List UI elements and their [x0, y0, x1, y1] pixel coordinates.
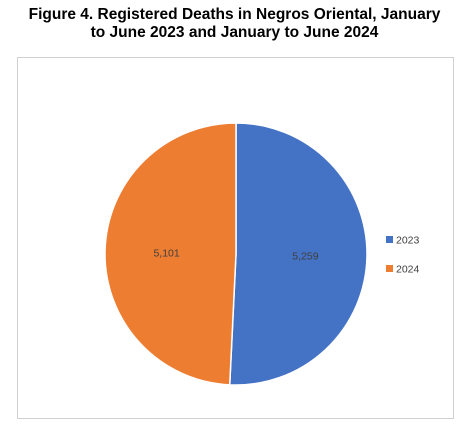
legend-label-2024: 2024 [396, 264, 420, 276]
data-label-2024: 5,101 [153, 247, 179, 259]
chart-title-line-2: to June 2023 and January to June 2024 [90, 24, 379, 41]
pie-slice-2024 [104, 122, 237, 386]
data-label-2023: 5,259 [292, 251, 318, 263]
pie-data-labels: 5,259 5,101 [153, 247, 318, 262]
pie-slices [104, 122, 368, 386]
legend-swatch-2023 [386, 236, 393, 243]
chart-title-line-1: Figure 4. Registered Deaths in Negros Or… [28, 6, 441, 23]
legend: 2023 2024 [386, 235, 420, 276]
pie-slice-2023 [228, 122, 368, 386]
chart-title: Figure 4. Registered Deaths in Negros Or… [0, 6, 469, 42]
legend-label-2023: 2023 [396, 235, 420, 247]
legend-swatch-2024 [386, 265, 393, 272]
